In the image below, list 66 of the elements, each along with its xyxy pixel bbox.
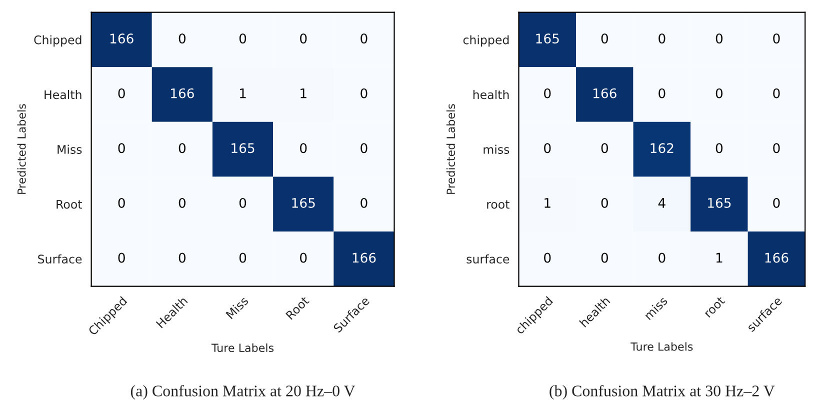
data-label: 0 [773,88,780,98]
data-label: 0 [300,34,307,44]
data-label: 162 [650,143,674,154]
data-label: 1 [240,88,246,98]
data-label: 0 [601,252,608,263]
data-label: 165 [536,34,559,44]
data-label: 0 [360,88,368,98]
data-label: 0 [239,252,246,263]
data-label: 1 [544,198,550,208]
data-label: 0 [716,143,723,154]
data-label: 0 [601,143,608,154]
data-label: 0 [239,198,246,208]
data-label: 0 [178,34,186,44]
data-label: 0 [601,34,608,44]
data-label: 0 [360,143,368,154]
data-label: 166 [352,252,376,263]
data-label: 0 [300,143,307,154]
data-label: 0 [360,198,368,208]
data-label: 166 [110,34,134,44]
data-label: 0 [118,252,125,263]
data-label: 0 [118,143,125,154]
y-tick-label: Health [44,90,82,100]
text: (b) Confusion Matrix at 30 Hz–2 V [550,384,775,400]
text: (a) Confusion Matrix at 20 Hz–0 V [130,384,356,400]
y-tick-label: Chipped [34,35,82,47]
y-tick-label: Root [56,200,82,209]
data-label: 0 [239,34,246,44]
data-label: 0 [544,88,551,98]
y-tick-label: surface [466,254,510,264]
data-label: 0 [178,252,186,263]
y-tick-label: chipped [463,35,509,47]
data-label: 0 [360,34,368,44]
data-label: 0 [300,252,307,263]
data-label: 0 [658,88,666,98]
data-label: 0 [178,198,186,208]
y-tick-label: root [487,200,510,209]
data-label: 0 [601,198,608,208]
y-axis-title: Predicted Labels [17,104,26,194]
y-tick-label: health [473,90,509,100]
data-label: 0 [118,88,125,98]
data-label: 166 [594,88,616,98]
data-label: 0 [773,198,780,208]
y-axis-title: Predicted Labels [446,104,456,194]
data-label: 166 [171,88,194,98]
data-label: 1 [716,252,722,263]
data-label: 0 [118,198,125,208]
data-label: 165 [232,143,254,154]
data-label: 0 [658,34,666,44]
x-axis-title: Ture Labels [211,343,274,352]
y-tick-label: Miss [58,144,82,154]
data-label: 0 [716,88,723,98]
x-axis-title: Ture Labels [630,342,693,351]
data-label: 0 [544,252,551,263]
y-tick-label: Surface [38,254,82,264]
data-label: 165 [708,198,731,208]
data-label: 0 [544,143,551,154]
data-label: 1 [300,88,306,98]
data-label: 0 [658,252,666,263]
data-label: 4 [658,198,666,208]
data-label: 0 [773,34,780,44]
data-label: 0 [178,143,186,154]
data-label: 0 [773,143,780,154]
data-label: 165 [292,198,315,208]
data-label: 0 [716,34,723,44]
data-label: 166 [765,252,788,263]
y-tick-label: miss [484,144,510,154]
